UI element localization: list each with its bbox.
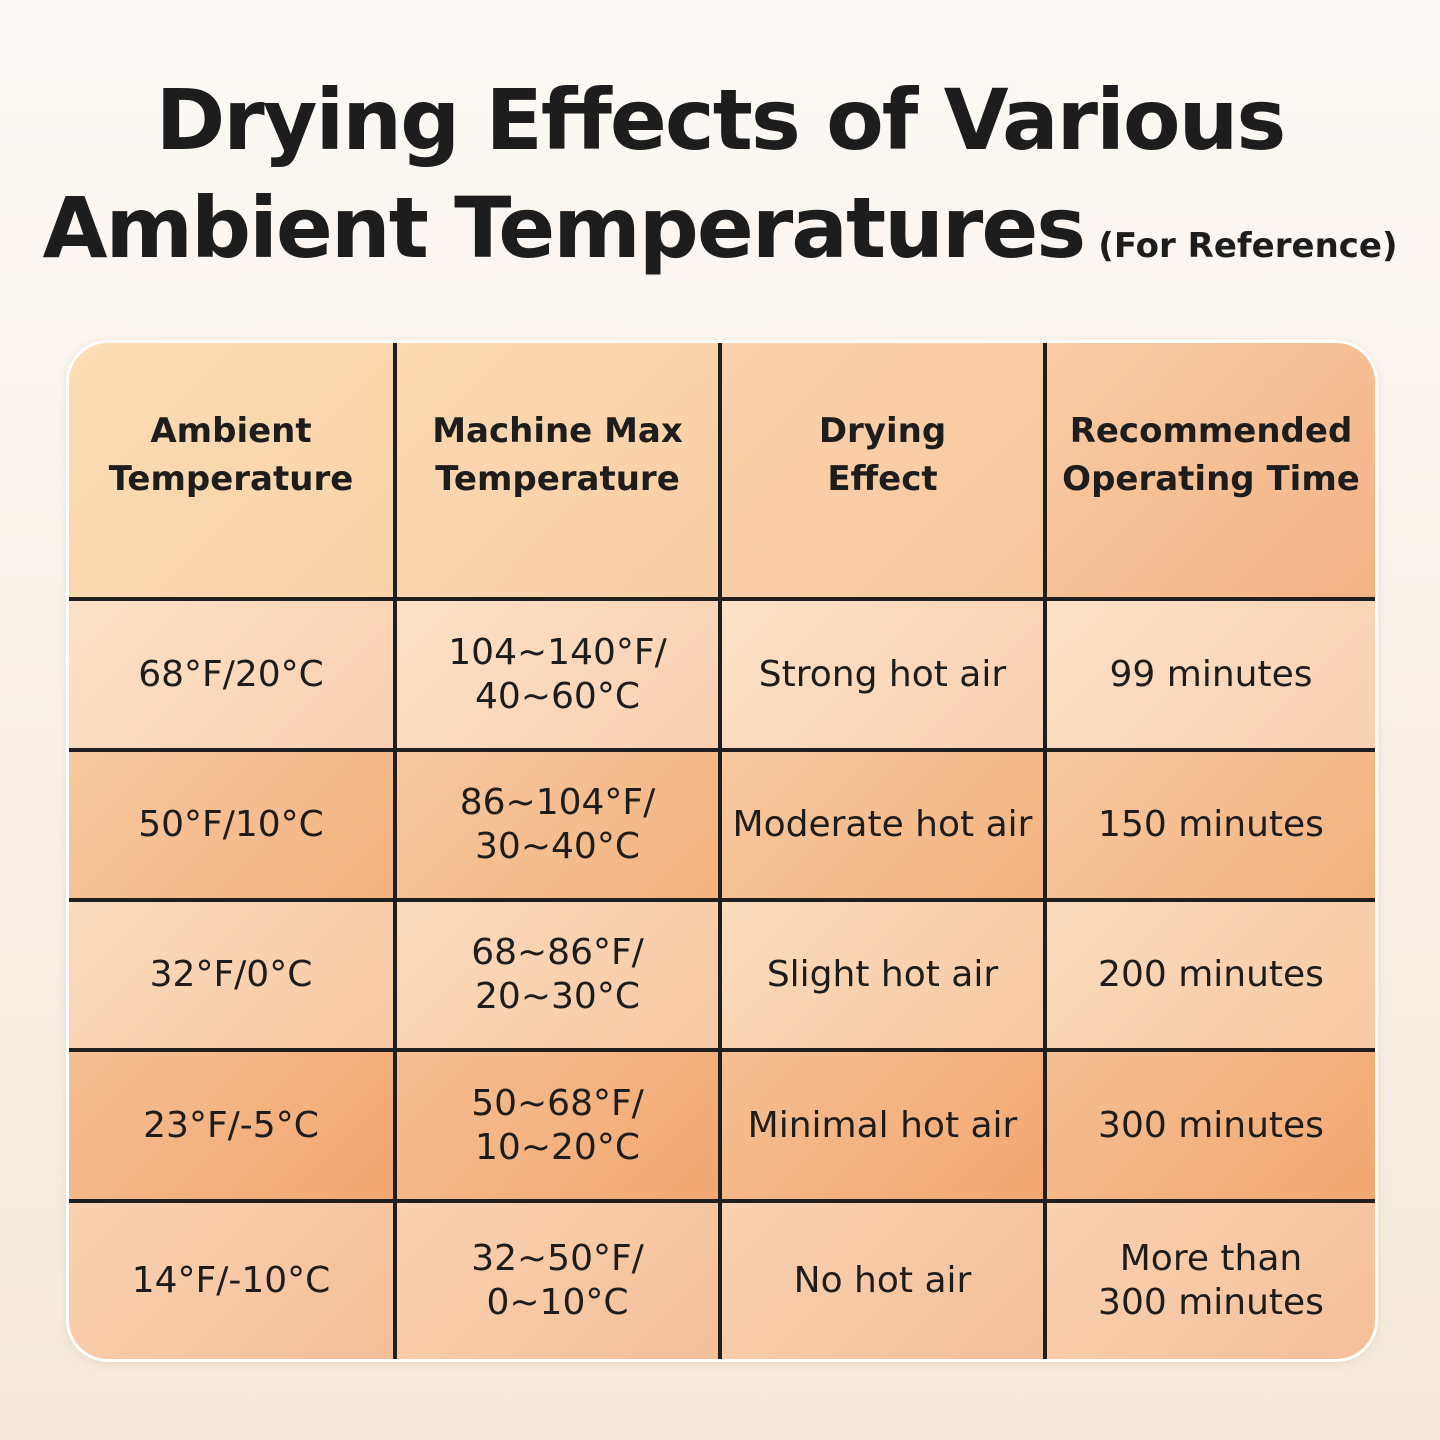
cell-ambient-temperature: 32°F/0°C	[69, 902, 397, 1052]
cell-ambient-temperature: 23°F/-5°C	[69, 1052, 397, 1203]
header-drying-effect: Drying Effect	[722, 343, 1047, 601]
cell-drying-effect: No hot air	[722, 1203, 1047, 1359]
cell-machine-max-temperature: 68~86°F/20~30°C	[397, 902, 722, 1052]
cell-recommended-operating-time: 200 minutes	[1047, 902, 1375, 1052]
page-title-line2-text: Ambient Temperatures	[42, 179, 1086, 277]
cell-drying-effect: Minimal hot air	[722, 1052, 1047, 1203]
cell-recommended-operating-time: 150 minutes	[1047, 752, 1375, 902]
reference-note: (For Reference)	[1098, 226, 1398, 266]
cell-drying-effect: Strong hot air	[722, 601, 1047, 752]
page-title-line1: Drying Effects of Various	[155, 71, 1287, 169]
page-title-line2: Ambient Temperatures (For Reference)	[0, 186, 1440, 270]
cell-drying-effect: Slight hot air	[722, 902, 1047, 1052]
cell-ambient-temperature: 14°F/-10°C	[69, 1203, 397, 1359]
cell-recommended-operating-time: More than 300 minutes	[1047, 1203, 1375, 1359]
header-ambient-temperature: Ambient Temperature	[69, 343, 397, 601]
cell-recommended-operating-time: 99 minutes	[1047, 601, 1375, 752]
cell-ambient-temperature: 50°F/10°C	[69, 752, 397, 902]
header-machine-max-temperature: Machine Max Temperature	[397, 343, 722, 601]
header-recommended-operating-time: Recommended Operating Time	[1047, 343, 1375, 601]
drying-effects-table: Ambient Temperature Machine Max Temperature…	[66, 340, 1378, 1362]
cell-machine-max-temperature: 32~50°F/0~10°C	[397, 1203, 722, 1359]
cell-drying-effect: Moderate hot air	[722, 752, 1047, 902]
cell-recommended-operating-time: 300 minutes	[1047, 1052, 1375, 1203]
cell-machine-max-temperature: 104~140°F/40~60°C	[397, 601, 722, 752]
cell-machine-max-temperature: 86~104°F/30~40°C	[397, 752, 722, 902]
cell-machine-max-temperature: 50~68°F/10~20°C	[397, 1052, 722, 1203]
cell-ambient-temperature: 68°F/20°C	[69, 601, 397, 752]
